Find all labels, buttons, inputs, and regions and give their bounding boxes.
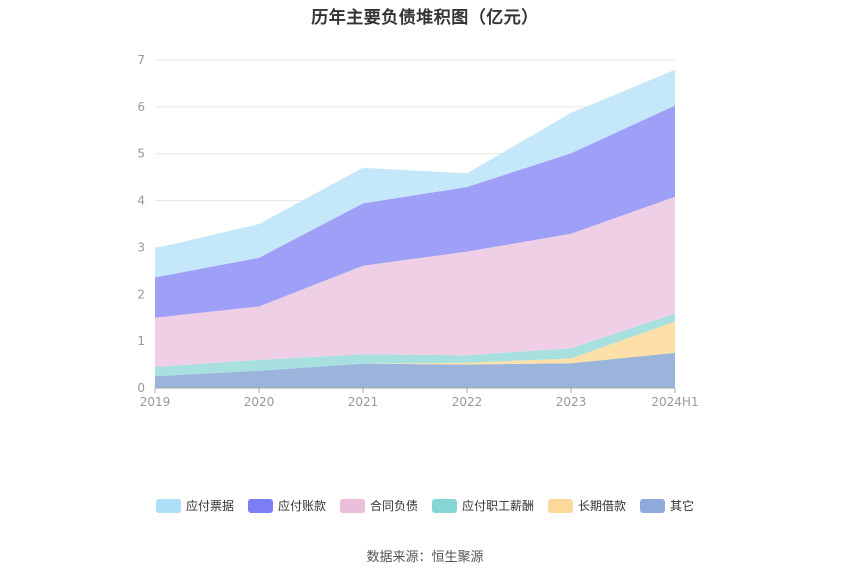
- x-tick-label: 2020: [244, 395, 275, 409]
- legend-swatch: [247, 498, 273, 513]
- legend-label: 合同负债: [369, 499, 418, 513]
- x-tick-label: 2022: [452, 395, 483, 409]
- chart-title: 历年主要负债堆积图（亿元）: [311, 8, 539, 28]
- area-长期借款: [155, 321, 675, 377]
- y-tick-label: 3: [137, 240, 145, 254]
- y-tick-label: 6: [137, 100, 145, 114]
- legend-label: 其它: [670, 499, 695, 513]
- y-tick-label: 0: [137, 381, 145, 395]
- x-tick-label: 2019: [140, 395, 171, 409]
- legend-label: 应付账款: [277, 499, 326, 513]
- legend-swatch: [640, 498, 666, 513]
- y-tick-label: 5: [137, 147, 145, 161]
- x-tick-label: 2023: [556, 395, 587, 409]
- legend-label: 长期借款: [578, 499, 627, 513]
- legend-swatch: [548, 498, 574, 513]
- x-tick-label: 2021: [348, 395, 379, 409]
- legend-item[interactable]: 应付账款: [247, 497, 326, 514]
- axis-layer: 0 1 2 3 4 5 6 7 2019 2020 2021 2022 2023 2024H1: [137, 53, 698, 409]
- y-tick-label: 2: [137, 287, 145, 301]
- area-其它: [155, 352, 675, 388]
- chart-legend: 应付票据 应付账款 合同负债 应付职工薪酬 长期借款 其它: [0, 497, 850, 514]
- data-source-note: 数据来源：恒生聚源: [366, 550, 484, 565]
- y-tick-label: 7: [137, 53, 145, 67]
- legend-item[interactable]: 长期借款: [548, 497, 626, 514]
- y-tick-label: 1: [137, 334, 145, 348]
- area-layer: [155, 69, 675, 388]
- legend-label: 应付票据: [185, 499, 234, 513]
- x-tick-label: 2024H1: [651, 395, 698, 409]
- area-应付职工薪酬: [155, 313, 675, 377]
- area-应付账款: [155, 105, 675, 318]
- area-合同负债: [155, 196, 675, 367]
- legend-swatch: [339, 498, 365, 513]
- legend-item[interactable]: 应付票据: [155, 497, 234, 514]
- legend-item[interactable]: 其它: [640, 497, 694, 514]
- area-应付票据: [155, 69, 675, 278]
- legend-label: 应付职工薪酬: [462, 499, 535, 513]
- legend-item[interactable]: 合同负债: [339, 497, 418, 514]
- legend-item[interactable]: 应付职工薪酬: [432, 497, 534, 514]
- legend-swatch: [432, 498, 457, 513]
- stacked-area-chart: 0 1 2 3 4 5 6 7 2019 2020 2021 2022 2023 2024H1: [137, 53, 698, 409]
- legend-swatch: [155, 498, 181, 513]
- y-tick-label: 4: [137, 194, 145, 208]
